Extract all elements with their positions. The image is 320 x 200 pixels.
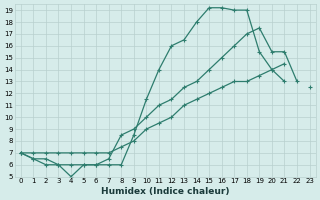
X-axis label: Humidex (Indice chaleur): Humidex (Indice chaleur) [101,187,229,196]
